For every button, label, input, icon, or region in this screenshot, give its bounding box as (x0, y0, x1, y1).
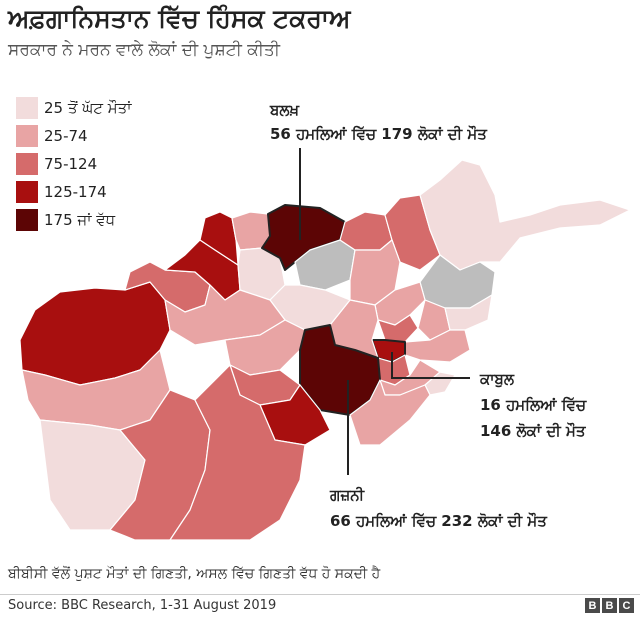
kabul-annotation: ਕਾਬੁਲ 16 ਹਮਲਿਆਂ ਵਿੱਚ 146 ਲੋਕਾਂ ਦੀ ਮੌਤ (480, 366, 586, 444)
chart-title: ਅਫ਼ਗਾਨਿਸਤਾਨ ਵਿੱਚ ਹਿੰਸਕ ਟਕਰਾਅ (8, 4, 351, 33)
legend-swatch (16, 209, 38, 231)
afghanistan-map (19, 148, 631, 541)
bbc-logo-letter: B (585, 598, 600, 613)
ghazni-detail: 66 ਹਮਲਿਆਂ ਵਿੱਚ 232 ਲੋਕਾਂ ਦੀ ਮੌਤ (330, 512, 547, 530)
annotation-leaders (299, 148, 470, 475)
legend: 25 ਤੋਂ ਘੱਟ ਮੌਤਾਂ 25-74 75-124 125-174 17… (16, 94, 131, 234)
province-badakhshan (419, 159, 631, 271)
ghazni-annotation: ਗਜ਼ਨੀ 66 ਹਮਲਿਆਂ ਵਿੱਚ 232 ਲੋਕਾਂ ਦੀ ਮੌਤ (330, 482, 547, 534)
legend-swatch (16, 181, 38, 203)
kabul-name: ਕਾਬੁਲ (480, 370, 515, 388)
legend-swatch (16, 153, 38, 175)
legend-item-under-25: 25 ਤੋਂ ਘੱਟ ਮੌਤਾਂ (16, 94, 131, 122)
bbc-logo: B B C (585, 598, 634, 613)
ghazni-name: ਗਜ਼ਨੀ (330, 486, 365, 504)
chart-subtitle: ਸਰਕਾਰ ਨੇ ਮਰਨ ਵਾਲੇ ਲੋਕਾਂ ਦੀ ਪੁਸ਼ਟੀ ਕੀਤੀ (8, 40, 280, 60)
legend-label: 125-174 (44, 183, 107, 201)
kabul-leader-line (391, 352, 470, 379)
legend-item-25-74: 25-74 (16, 122, 131, 150)
legend-item-175-plus: 175 ਜਾਂ ਵੱਧ (16, 206, 131, 234)
source-note: Source: BBC Research, 1-31 August 2019 (8, 598, 277, 613)
legend-item-125-174: 125-174 (16, 178, 131, 206)
legend-label: 25-74 (44, 127, 88, 145)
kabul-detail-line1: 16 ਹਮਲਿਆਂ ਵਿੱਚ (480, 396, 587, 414)
legend-swatch (16, 125, 38, 147)
province-paktika (349, 379, 431, 446)
province-kunduz (339, 211, 393, 251)
legend-swatch (16, 97, 38, 119)
kabul-detail-line2: 146 ਲੋਕਾਂ ਦੀ ਮੌਤ (480, 422, 586, 440)
divider (0, 594, 640, 595)
bbc-logo-letter: C (619, 598, 634, 613)
balkh-name: ਬਲਖ਼ (270, 101, 300, 119)
footnote: ਬੀਬੀਸੀ ਵੱਲੋਂ ਪੁਸ਼ਟ ਮੌਤਾਂ ਦੀ ਗਿਣਤੀ, ਅਸਲ ਵ… (8, 566, 381, 582)
legend-item-75-124: 75-124 (16, 150, 131, 178)
bbc-logo-letter: B (602, 598, 617, 613)
balkh-detail: 56 ਹਮਲਿਆਂ ਵਿੱਚ 179 ਲੋਕਾਂ ਦੀ ਮੌਤ (270, 125, 487, 143)
province-nangarhar (404, 329, 471, 363)
legend-label: 25 ਤੋਂ ਘੱਟ ਮੌਤਾਂ (44, 99, 132, 117)
legend-label: 75-124 (44, 155, 98, 173)
province-kandahar (169, 364, 306, 541)
legend-label: 175 ਜਾਂ ਵੱਧ (44, 211, 116, 229)
balkh-annotation: ਬਲਖ਼ 56 ਹਮਲਿਆਂ ਵਿੱਚ 179 ਲੋਕਾਂ ਦੀ ਮੌਤ (270, 98, 487, 146)
province-ghor (164, 284, 286, 346)
